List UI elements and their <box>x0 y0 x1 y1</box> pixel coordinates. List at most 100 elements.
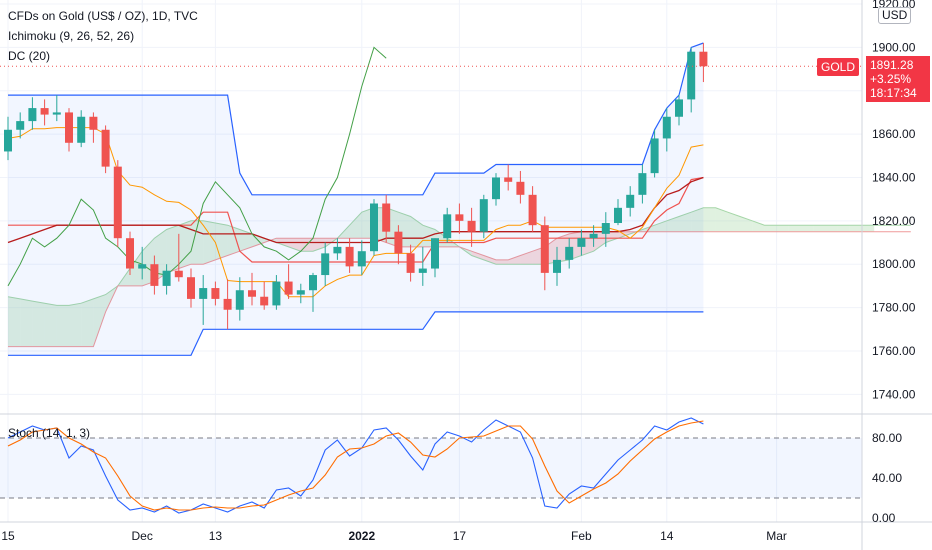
candle-body <box>174 270 183 278</box>
candle[interactable] <box>16 112 25 139</box>
cloud-segment <box>93 294 106 347</box>
candle-body <box>28 108 37 122</box>
candle[interactable] <box>589 225 598 247</box>
dc-upper-line <box>8 42 704 196</box>
candle-body <box>638 173 647 195</box>
candle-body <box>406 253 415 273</box>
candle[interactable] <box>235 277 244 321</box>
candle-body <box>101 129 110 167</box>
candle[interactable] <box>248 272 256 306</box>
candle[interactable] <box>113 160 122 247</box>
candle[interactable] <box>223 279 232 330</box>
candle[interactable] <box>662 108 671 152</box>
candle[interactable] <box>370 199 378 256</box>
candle-body <box>284 281 293 295</box>
cloud-segment <box>349 212 362 239</box>
candle-body <box>126 238 134 269</box>
candle[interactable] <box>52 95 61 122</box>
candle[interactable] <box>638 164 647 204</box>
candle[interactable] <box>199 275 208 325</box>
candle[interactable] <box>443 207 452 243</box>
candle[interactable] <box>687 47 696 113</box>
candle[interactable] <box>528 186 537 232</box>
candle[interactable] <box>418 246 427 286</box>
candle[interactable] <box>431 238 439 278</box>
candle[interactable] <box>150 255 159 295</box>
candle[interactable] <box>162 264 171 295</box>
candle[interactable] <box>504 164 513 191</box>
candle[interactable] <box>89 112 98 143</box>
currency-button[interactable]: USD <box>878 7 912 24</box>
candle[interactable] <box>675 95 683 126</box>
candle[interactable] <box>28 97 37 130</box>
candle[interactable] <box>284 264 293 299</box>
candle[interactable] <box>614 199 622 226</box>
candle[interactable] <box>650 129 659 178</box>
candles[interactable] <box>4 43 708 330</box>
candle[interactable] <box>406 244 415 282</box>
symbol-label: GOLD <box>817 58 860 76</box>
candle[interactable] <box>260 281 269 310</box>
candle[interactable] <box>296 283 305 304</box>
candle[interactable] <box>601 212 610 247</box>
cloud-segment <box>56 305 69 347</box>
candle[interactable] <box>345 238 354 273</box>
candle-body <box>296 290 305 295</box>
candle[interactable] <box>4 116 12 161</box>
candle[interactable] <box>553 246 561 286</box>
candle[interactable] <box>138 246 147 280</box>
candle[interactable] <box>40 99 49 126</box>
stoch-legend[interactable]: Stoch (14, 1, 3) <box>8 426 91 440</box>
candle[interactable] <box>492 173 500 206</box>
candle[interactable] <box>211 281 220 306</box>
candle[interactable] <box>174 233 183 282</box>
candle[interactable] <box>309 272 317 312</box>
candle-body <box>272 281 281 306</box>
candle[interactable] <box>455 203 464 234</box>
candle[interactable] <box>65 108 73 152</box>
leading-span-b <box>8 231 911 348</box>
candle[interactable] <box>321 242 330 286</box>
candle[interactable] <box>382 194 391 243</box>
candle[interactable] <box>272 275 281 310</box>
ichimoku-lines <box>7 46 704 298</box>
candle[interactable] <box>333 238 342 260</box>
cloud-segment <box>227 225 240 256</box>
candle[interactable] <box>577 229 586 256</box>
donchian-channel <box>8 42 704 356</box>
candle[interactable] <box>357 240 366 276</box>
candle[interactable] <box>394 225 403 265</box>
candle[interactable] <box>126 231 134 276</box>
time-tick-label: 2022 <box>348 529 375 543</box>
candle[interactable] <box>479 194 488 239</box>
price-tick-label: 1780.00 <box>872 301 916 315</box>
candle-body <box>138 264 147 269</box>
cloud-segment <box>496 259 509 265</box>
candle-body <box>321 253 330 276</box>
candle[interactable] <box>699 43 708 83</box>
ichimoku-legend[interactable]: Ichimoku (9, 26, 52, 26) <box>8 29 135 43</box>
candle[interactable] <box>516 170 525 204</box>
dc-legend[interactable]: DC (20) <box>8 49 51 63</box>
candle-body <box>89 116 98 130</box>
candle-body <box>223 298 232 310</box>
candle[interactable] <box>565 238 574 269</box>
cloud-segment <box>605 231 618 243</box>
candle-body <box>357 251 366 267</box>
candle-body <box>260 296 269 306</box>
cloud-segment <box>752 220 765 232</box>
candle[interactable] <box>77 110 86 148</box>
time-tick-label: 17 <box>453 529 467 543</box>
dc-lower-line <box>8 311 704 356</box>
time-tick-label: 15 <box>1 529 15 543</box>
candle[interactable] <box>626 186 635 217</box>
cloud-segment <box>666 216 679 232</box>
conversion-line <box>7 127 704 298</box>
base-line <box>7 176 704 244</box>
stochastic-pane[interactable] <box>0 417 862 514</box>
candle[interactable] <box>540 216 549 291</box>
candle[interactable] <box>467 207 476 247</box>
candle[interactable] <box>101 125 110 174</box>
candle[interactable] <box>187 268 195 308</box>
